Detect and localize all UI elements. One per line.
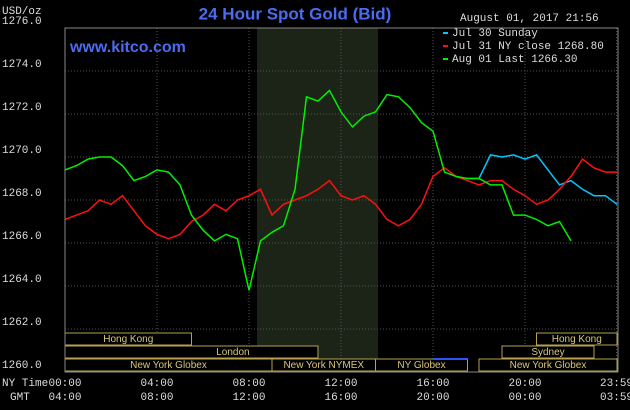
series-line (64, 89, 572, 291)
series-line (467, 154, 618, 205)
x2-label: GMT (10, 392, 30, 404)
plot-frame (64, 27, 619, 373)
session-label: Sydney (531, 347, 564, 358)
sessions: Hong Kong London New York Globex New York N… (64, 332, 618, 372)
y-tick-label: 1262.0 (2, 317, 42, 329)
series-line (64, 158, 617, 240)
session-label: New York Globex (510, 360, 587, 371)
y-tick-label: 1276.0 (2, 16, 42, 28)
x2-tick-label: 00:00 (508, 392, 541, 404)
session-label: New York NYMEX (283, 360, 364, 371)
x-tick-label: 08:00 (232, 378, 265, 390)
x-tick-label: 23:59 (600, 378, 630, 390)
session-label: Hong Kong (552, 334, 602, 345)
legend-label: Jul 30 Sunday (452, 28, 538, 40)
x-tick-label: 04:00 (140, 378, 173, 390)
x-tick-label: 16:00 (416, 378, 449, 390)
x-tick-label: 20:00 (508, 378, 541, 390)
y-tick-label: 1270.0 (2, 145, 42, 157)
y-tick-label: 1266.0 (2, 231, 42, 243)
x2-tick-label: 12:00 (232, 392, 265, 404)
session-label: New York Globex (130, 360, 207, 371)
x2-tick-label: 03:59 (600, 392, 630, 404)
session-box (375, 358, 468, 372)
x2-tick-label: 20:00 (416, 392, 449, 404)
lines (64, 89, 618, 291)
y-tick-label: 1268.0 (2, 188, 42, 200)
x-tick-label: 00:00 (48, 378, 81, 390)
session-box (478, 358, 618, 372)
y-tick-label: 1274.0 (2, 59, 42, 71)
session-label: London (216, 347, 249, 358)
y-tick-label: 1264.0 (2, 274, 42, 286)
session-label: NY Globex (397, 360, 445, 371)
x2-tick-label: 16:00 (324, 392, 357, 404)
y-tick-label: 1272.0 (2, 102, 42, 114)
website: www.kitco.com (69, 39, 186, 56)
x-label: NY Time (2, 378, 48, 390)
session-box (64, 345, 319, 359)
session-box (501, 345, 595, 359)
chart-title: 24 Hour Spot Gold (Bid) (199, 4, 392, 23)
y-unit: USD/oz (2, 6, 42, 18)
legend-label: Aug 01 Last 1266.30 (452, 54, 577, 66)
session-box (536, 332, 618, 346)
timestamp: August 01, 2017 21:56 (460, 13, 599, 25)
x2-tick-label: 08:00 (140, 392, 173, 404)
x2-tick-label: 04:00 (48, 392, 81, 404)
legend-label: Jul 31 NY close 1268.80 (452, 41, 604, 53)
y-tick-label: 1260.0 (2, 360, 42, 372)
session-label: Hong Kong (103, 334, 153, 345)
x-tick-label: 12:00 (324, 378, 357, 390)
